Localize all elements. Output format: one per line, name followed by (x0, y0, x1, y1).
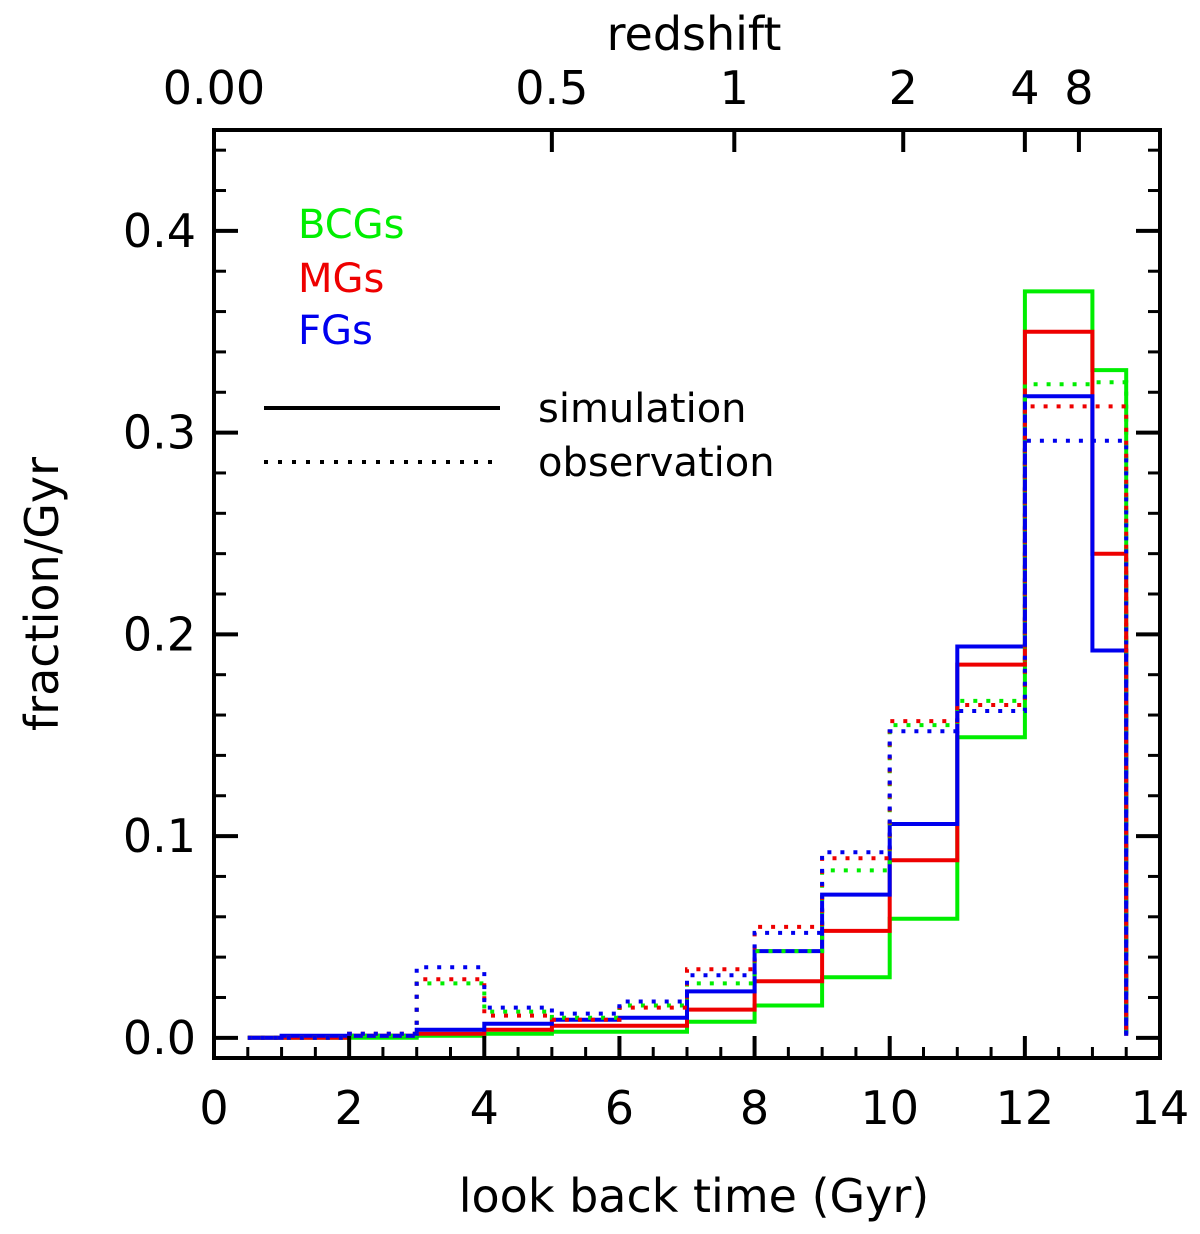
series-layer (247, 289, 1129, 1040)
top-tick-label: 1 (720, 61, 749, 115)
x-tick-label: 6 (605, 1081, 634, 1135)
top-tick-label: 0.5 (515, 61, 588, 115)
ticks-layer (212, 130, 1162, 1058)
y-tick-label: 0.1 (123, 809, 196, 863)
labels-layer: 0 2 4 6 8 10 12 140.00.10.20.30.40.00 0.5 1 2 4 8 (123, 61, 1189, 1135)
x-tick-label: 4 (470, 1081, 499, 1135)
top-tick-label: 8 (1064, 61, 1093, 115)
y-tick-label: 0.3 (123, 406, 196, 460)
series-mgs-solid (247, 329, 1129, 1040)
series-fgs-solid (247, 394, 1129, 1040)
x-tick-label: 0 (199, 1081, 228, 1135)
x-tick-label: 10 (860, 1081, 919, 1135)
x-tick-label: 14 (1131, 1081, 1190, 1135)
legend-label-bcgs: BCGs (298, 202, 405, 248)
x-tick-label: 8 (740, 1081, 769, 1135)
top-axis-title: redshift (607, 7, 782, 61)
top-tick-label: 2 (889, 61, 918, 115)
top-tick-label: 4 (1010, 61, 1039, 115)
legend-label-fgs: FGs (298, 308, 373, 354)
legend-label-mgs: MGs (298, 256, 384, 302)
x-axis-title: look back time (Gyr) (459, 1169, 930, 1223)
legend: BCGs MGs FGs simulation observation (264, 202, 775, 486)
y-tick-label: 0.2 (123, 607, 196, 661)
series-mgs-dotted (247, 404, 1129, 1040)
top-tick-label: 0.00 (163, 61, 265, 115)
y-tick-label: 0.4 (123, 204, 196, 258)
y-axis-title: fraction/Gyr (15, 457, 69, 731)
legend-label-observation: observation (538, 440, 775, 486)
y-tick-label: 0.0 (123, 1011, 196, 1065)
series-fgs-dotted (247, 438, 1129, 1040)
x-tick-label: 12 (996, 1081, 1055, 1135)
legend-label-simulation: simulation (538, 386, 747, 432)
x-tick-label: 2 (335, 1081, 364, 1135)
